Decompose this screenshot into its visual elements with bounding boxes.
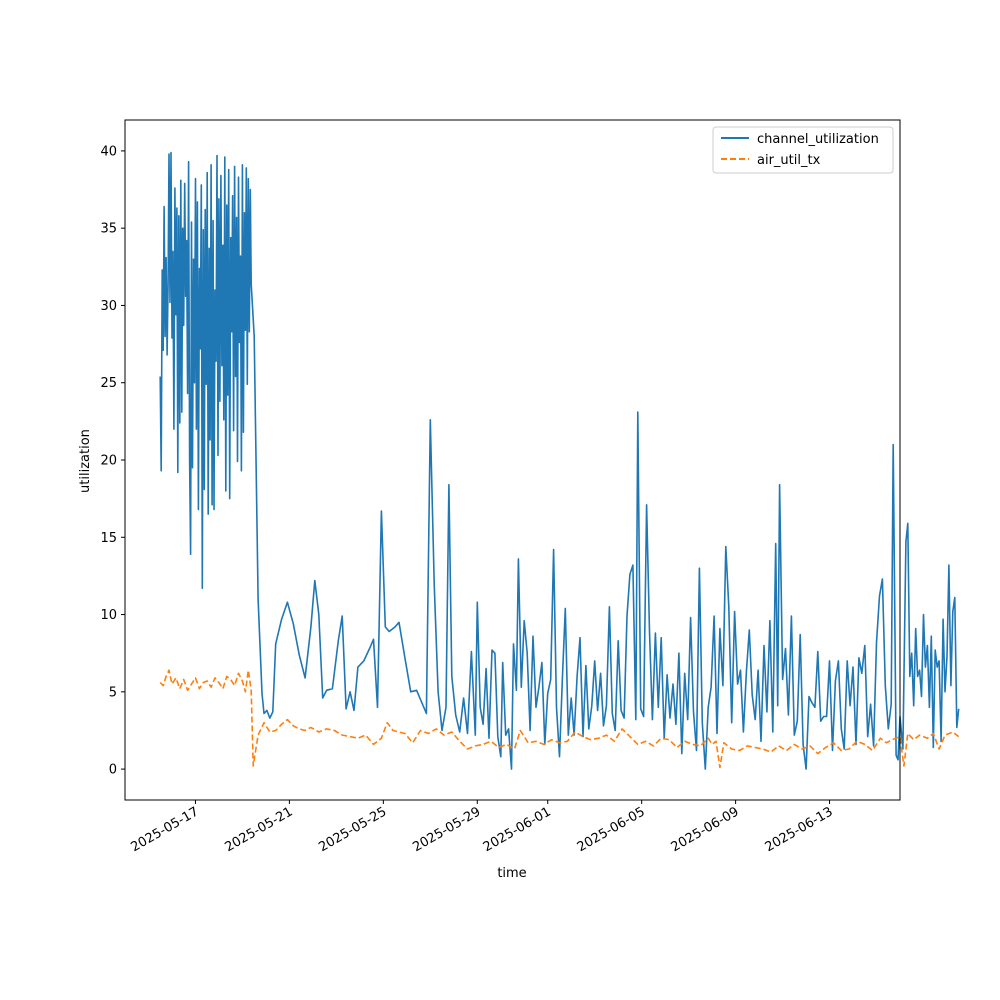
legend-label-air-util-tx: air_util_tx — [757, 153, 821, 168]
y-tick-label: 15 — [100, 531, 117, 546]
series-line-air-util-tx — [159, 669, 960, 769]
y-axis: 0 5 10 15 20 25 30 35 40 — [100, 144, 125, 778]
legend-box — [712, 126, 894, 174]
y-tick-label: 0 — [109, 763, 117, 778]
y-axis-label: utilization — [78, 429, 93, 493]
x-axis-label: time — [497, 866, 526, 881]
y-tick-label: 30 — [100, 299, 117, 314]
y-tick-label: 35 — [100, 222, 117, 237]
series-line-channel-utilization — [159, 151, 960, 770]
legend: channel_utilization air_util_tx — [712, 126, 894, 174]
y-tick-label: 10 — [100, 608, 117, 623]
y-tick-label: 25 — [100, 376, 117, 391]
y-tick-label: 40 — [100, 144, 117, 159]
y-tick-label: 20 — [100, 454, 117, 469]
series-layer — [159, 151, 960, 770]
y-tick-label: 5 — [109, 685, 117, 700]
legend-label-channel-utilization: channel_utilization — [757, 132, 879, 147]
